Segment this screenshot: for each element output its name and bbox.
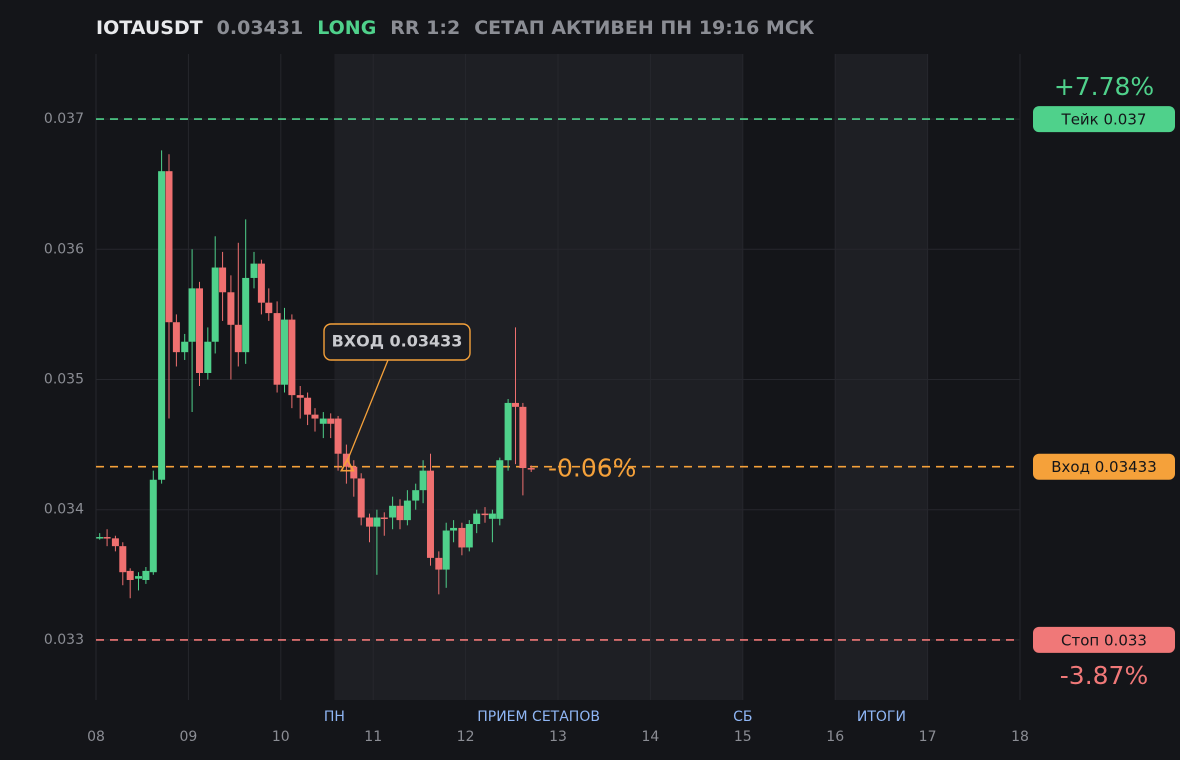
candle-body — [496, 460, 504, 519]
entry-marker — [339, 458, 355, 472]
candle-body — [135, 576, 143, 579]
candle-body — [103, 537, 111, 539]
candle-body — [488, 513, 496, 519]
candle-body — [257, 263, 265, 303]
candle-body — [172, 322, 180, 353]
candle-body — [442, 530, 450, 570]
candle-body — [481, 513, 489, 516]
candle-body — [250, 263, 258, 278]
x-tick-label: 11 — [364, 729, 382, 745]
x-tick-label: 14 — [641, 729, 659, 745]
change-label: -3.87% — [1060, 661, 1148, 690]
candle-body — [149, 479, 157, 573]
candle-body — [458, 527, 466, 548]
level-label: Вход 0.03433 — [1051, 458, 1157, 476]
candle-body — [273, 313, 281, 385]
x-tick-label: 18 — [1011, 729, 1029, 745]
side: LONG — [317, 17, 377, 39]
candle-body — [366, 517, 374, 527]
x-tick-label: 13 — [549, 729, 567, 745]
candle-body — [450, 527, 458, 531]
session-label: ПН — [324, 709, 345, 725]
symbol: IOTAUSDT — [96, 17, 203, 39]
candle-body — [380, 517, 388, 520]
level-badge — [1033, 106, 1175, 133]
level-label: Тейк 0.037 — [1061, 111, 1147, 129]
x-tick-label: 17 — [919, 729, 937, 745]
candle-body — [519, 406, 527, 469]
x-tick-label: 12 — [457, 729, 475, 745]
candle-body — [126, 570, 134, 581]
y-tick-label: 0.037 — [44, 111, 84, 127]
annotation-text: ВХОД 0.03433 — [332, 332, 463, 351]
candle-body — [96, 537, 104, 539]
price: 0.03431 — [216, 17, 304, 39]
x-tick-label: 08 — [87, 729, 105, 745]
candle-body — [426, 470, 434, 558]
candle-body — [311, 414, 319, 419]
candle-body — [188, 288, 196, 342]
candle-body — [511, 402, 519, 407]
level-label: Стоп 0.033 — [1061, 631, 1147, 649]
change-label: -0.06% — [548, 454, 636, 483]
candle-body — [473, 513, 481, 525]
candle-body — [350, 466, 358, 479]
candle-body — [435, 557, 443, 570]
change-label: +7.78% — [1054, 72, 1154, 101]
candle-body — [280, 319, 288, 385]
candle-body — [119, 546, 127, 573]
candle-body — [373, 517, 381, 527]
y-tick-label: 0.034 — [44, 502, 84, 518]
level-badge — [1033, 453, 1175, 480]
x-tick-label: 16 — [826, 729, 844, 745]
candle-body — [195, 288, 203, 373]
candle-body — [234, 324, 242, 353]
session-label: ПРИЕМ СЕТАПОВ — [477, 709, 600, 725]
candle-body — [181, 341, 189, 353]
x-tick-label: 09 — [179, 729, 197, 745]
candle-body — [334, 418, 342, 454]
candle-body — [158, 171, 166, 480]
candle-body — [504, 402, 512, 461]
x-tick-label: 10 — [272, 729, 290, 745]
y-tick-label: 0.036 — [44, 241, 84, 257]
candle-body — [389, 505, 397, 518]
candle-body — [219, 267, 227, 293]
session-region — [835, 54, 928, 700]
session-region — [334, 54, 743, 700]
candle-body — [357, 478, 365, 518]
candle-body — [288, 319, 296, 396]
candle-body — [304, 397, 312, 415]
candle-body — [242, 277, 250, 353]
session-label: ИТОГИ — [857, 709, 906, 725]
header: IOTAUSDT 0.03431 LONG RR 1:2 СЕТАП АКТИВ… — [96, 15, 814, 41]
candle-body — [412, 490, 420, 501]
candle-body — [319, 418, 327, 424]
candle-body — [296, 395, 304, 398]
annotation-box — [323, 323, 471, 361]
candle-body — [396, 505, 404, 521]
level-badge — [1033, 626, 1175, 653]
rr: RR 1:2 — [390, 17, 461, 39]
candle-body — [142, 570, 150, 581]
candle-body — [211, 267, 219, 342]
session-label: СБ — [733, 709, 752, 725]
candle-body — [327, 418, 335, 424]
candle-body — [265, 302, 273, 314]
candle-body — [465, 524, 473, 548]
candle-body — [403, 500, 411, 521]
y-tick-label: 0.035 — [44, 372, 84, 388]
y-tick-label: 0.033 — [44, 632, 84, 648]
candle-body — [204, 341, 212, 373]
candle-body — [527, 468, 535, 470]
annotation-arrow — [346, 359, 389, 461]
candle-body — [419, 470, 427, 491]
status: СЕТАП АКТИВЕН ПН 19:16 МСК — [474, 17, 815, 39]
candle-body — [111, 538, 119, 547]
x-tick-label: 15 — [734, 729, 752, 745]
candle-body — [227, 292, 235, 325]
candle-body — [165, 171, 173, 323]
